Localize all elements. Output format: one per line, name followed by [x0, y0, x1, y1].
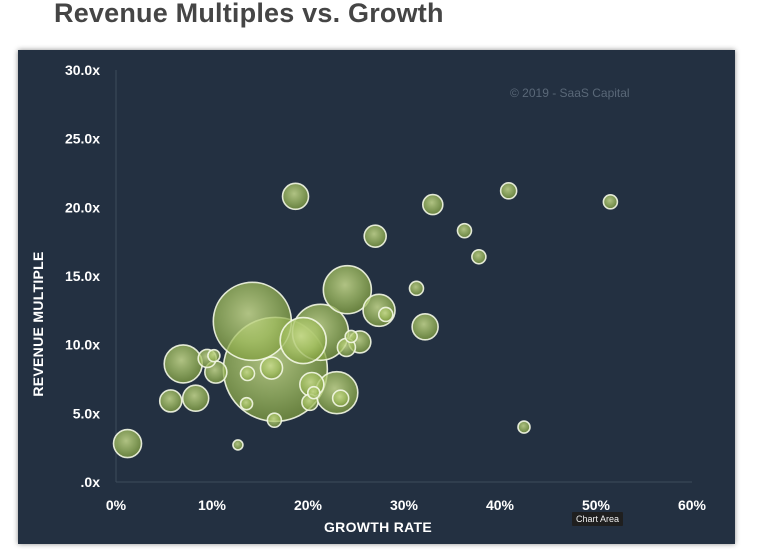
bubble-point[interactable] [499, 182, 518, 200]
bubble-point[interactable] [517, 420, 531, 434]
x-tick-label: 40% [486, 497, 515, 513]
y-tick-label: 10.0x [65, 337, 100, 353]
chart-area-tooltip: Chart Area [572, 512, 624, 526]
y-tick-label: 15.0x [65, 268, 100, 284]
x-tick-label: 60% [678, 497, 707, 513]
bubble-chart: .0x 5.0x 10.0x 15.0x 20.0x 25.0x 30.0x 0% 10% 20%… [30, 62, 707, 535]
bubble-point[interactable] [377, 306, 394, 323]
y-tick-label: 25.0x [65, 131, 100, 147]
y-tick-label: 20.0x [65, 199, 100, 215]
bubble-point[interactable] [181, 384, 210, 413]
bubble-point[interactable] [281, 182, 310, 211]
bubble-point[interactable] [112, 428, 143, 459]
bubble-point[interactable] [456, 222, 473, 239]
page-title: Revenue Multiples vs. Growth [54, 0, 444, 28]
bubble-point[interactable] [212, 281, 293, 362]
bubble-point[interactable] [344, 329, 359, 344]
bubble-point[interactable] [471, 248, 487, 265]
bubble-point[interactable] [363, 224, 388, 248]
bubble-point[interactable] [207, 348, 221, 363]
x-axis-title: GROWTH RATE [324, 519, 432, 535]
bubble-point[interactable] [411, 313, 439, 341]
x-tick-label: 0% [106, 497, 127, 513]
copyright-text: © 2019 - SaaS Capital [510, 86, 630, 100]
x-tick-label: 10% [198, 497, 227, 513]
bubble-point[interactable] [279, 316, 328, 365]
y-axis-title: REVENUE MULTIPLE [30, 251, 46, 396]
bubble-point[interactable] [602, 194, 619, 210]
bubble-point[interactable] [322, 264, 373, 315]
bubble-point[interactable] [421, 193, 444, 216]
x-tick-label: 20% [294, 497, 323, 513]
y-tick-label: 5.0x [73, 405, 100, 421]
axes-layer: .0x 5.0x 10.0x 15.0x 20.0x 25.0x 30.0x 0% 10% 20%… [30, 62, 707, 535]
bubble-point[interactable] [408, 280, 425, 297]
x-tick-label: 30% [390, 497, 419, 513]
bubble-point[interactable] [232, 439, 244, 451]
bubble-point[interactable] [239, 396, 254, 411]
chart-panel[interactable]: .0x 5.0x 10.0x 15.0x 20.0x 25.0x 30.0x 0% 10% 20%… [18, 50, 735, 544]
bubble-layer[interactable] [112, 182, 619, 459]
bubble-point[interactable] [266, 412, 283, 429]
bubble-point[interactable] [306, 385, 321, 400]
y-tick-label: .0x [81, 474, 101, 490]
bubble-point[interactable] [259, 356, 284, 380]
bubble-point[interactable] [158, 389, 183, 413]
x-tick-label: 50% [582, 497, 611, 513]
bubble-point[interactable] [163, 344, 203, 384]
bubble-point[interactable] [331, 389, 350, 408]
bubble-point[interactable] [239, 365, 256, 382]
y-tick-label: 30.0x [65, 62, 100, 78]
